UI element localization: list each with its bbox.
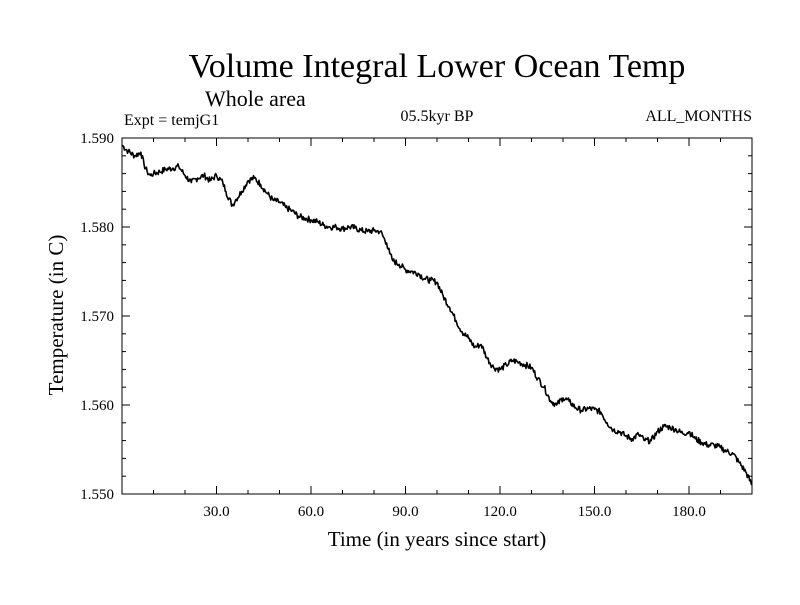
x-tick-label: 180.0 <box>672 504 706 520</box>
expt-label: Expt = temjG1 <box>124 112 219 129</box>
y-axis-ticks: 1.550 1.560 1.570 1.580 1.590 <box>80 131 752 503</box>
plot-area: 30.0 60.0 90.0 120.0 150.0 180.0 1.5501.5601.… <box>80 131 753 520</box>
y-tick-label: 1.590 <box>80 131 114 147</box>
y-tick-label: 1.580 <box>80 220 114 236</box>
y-axis-label: Temperature (in C) <box>44 235 68 396</box>
x-tick-label: 150.0 <box>578 504 612 520</box>
chart-title: Volume Integral Lower Ocean Temp <box>189 48 686 85</box>
x-tick-label: 90.0 <box>392 504 418 520</box>
x-tick-label: 30.0 <box>203 504 229 520</box>
period-label: 05.5kyr BP <box>401 108 474 125</box>
x-axis-ticks: 30.0 60.0 90.0 120.0 150.0 180.0 <box>153 138 721 520</box>
x-tick-label: 120.0 <box>483 504 517 520</box>
temperature-series-line <box>121 144 753 486</box>
x-tick-label: 60.0 <box>298 504 324 520</box>
chart-subtitle: Whole area <box>205 86 306 111</box>
x-axis-label: Time (in years since start) <box>328 527 547 551</box>
months-label: ALL_MONTHS <box>645 108 752 125</box>
y-tick-label: 1.570 <box>80 309 114 325</box>
plot-frame <box>121 137 753 495</box>
y-tick-label: 1.560 <box>80 398 114 414</box>
y-tick-label: 1.550 <box>80 487 114 503</box>
